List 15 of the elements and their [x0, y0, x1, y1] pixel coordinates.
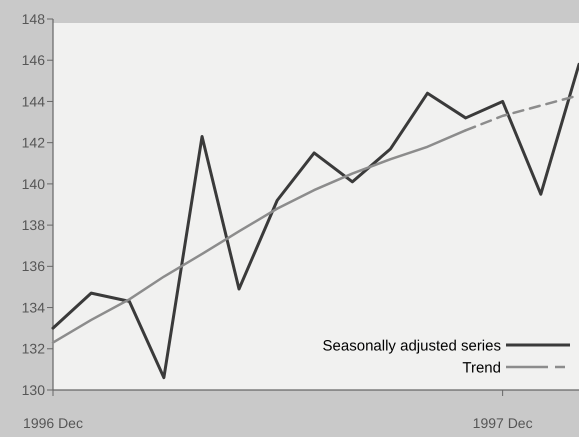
y-tick-label: 144 — [22, 93, 46, 110]
y-tick-label: 136 — [22, 258, 46, 274]
y-tick-label: 148 — [22, 10, 46, 27]
y-tick-label: 142 — [22, 134, 46, 151]
x-tick-label: 1996 Dec — [23, 415, 83, 431]
line-series — [52, 62, 579, 380]
legend-label: Trend — [462, 359, 501, 376]
y-tick-label: 130 — [22, 382, 46, 398]
y-tick-label: 134 — [22, 299, 46, 316]
y-tick-label: 140 — [22, 176, 46, 192]
y-tick-label: 132 — [22, 340, 46, 357]
y-tick-label: 146 — [22, 52, 46, 68]
legend-label: Seasonally adjusted series — [322, 337, 501, 354]
x-tick-label: 1997 Dec — [472, 415, 533, 431]
y-tick-label: 138 — [22, 217, 46, 234]
